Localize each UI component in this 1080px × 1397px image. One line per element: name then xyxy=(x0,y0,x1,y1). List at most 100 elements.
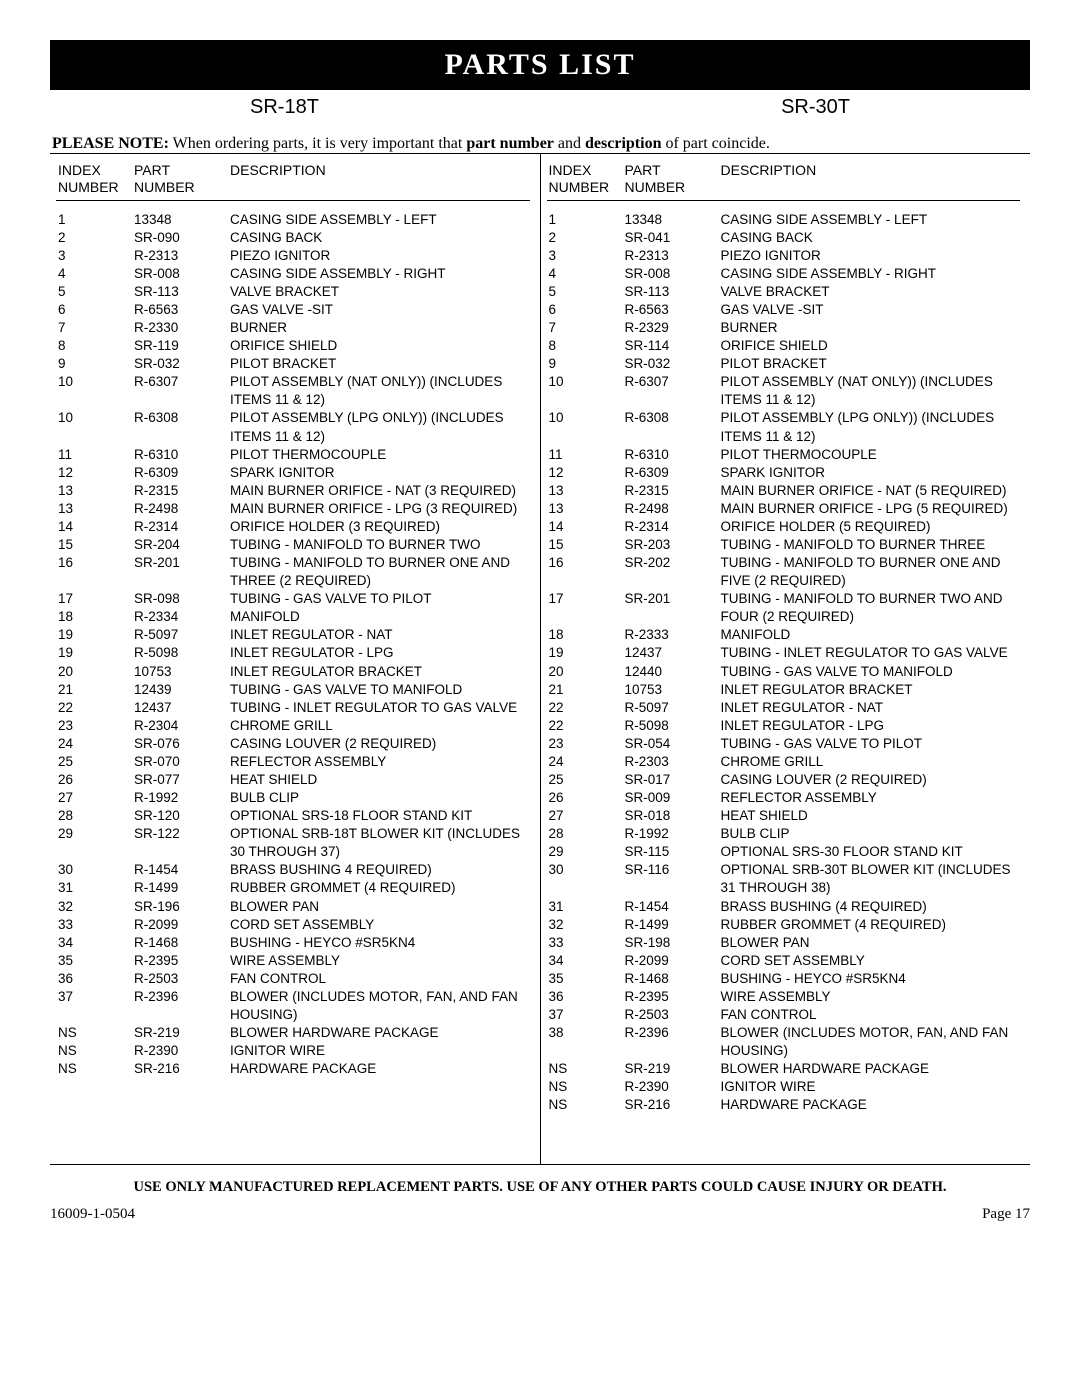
cell-part: 13348 xyxy=(132,211,228,229)
cell-part: SR-041 xyxy=(623,229,719,247)
table-row: 8SR-114ORIFICE SHIELD xyxy=(547,337,1021,355)
table-row: 8SR-119ORIFICE SHIELD xyxy=(56,337,530,355)
cell-part: R-6310 xyxy=(132,446,228,464)
cell-index: 33 xyxy=(56,916,132,934)
cell-part: R-1499 xyxy=(132,879,228,897)
cell-index: 30 xyxy=(56,861,132,879)
cell-index: 31 xyxy=(547,898,623,916)
table-row: 26SR-009REFLECTOR ASSEMBLY xyxy=(547,789,1021,807)
table-row: 34R-2099CORD SET ASSEMBLY xyxy=(547,952,1021,970)
table-row: 37R-2396BLOWER (INCLUDES MOTOR, FAN, AND… xyxy=(56,988,530,1024)
table-row: 11R-6310PILOT THERMOCOUPLE xyxy=(547,446,1021,464)
cell-part: R-5097 xyxy=(623,699,719,717)
table-row: 27R-1992BULB CLIP xyxy=(56,789,530,807)
cell-part: R-6310 xyxy=(623,446,719,464)
table-row: 10R-6308PILOT ASSEMBLY (LPG ONLY)) (INCL… xyxy=(547,409,1021,445)
cell-index: NS xyxy=(56,1042,132,1060)
cell-desc: PILOT ASSEMBLY (NAT ONLY)) (INCLUDES ITE… xyxy=(228,373,530,409)
cell-desc: CHROME GRILL xyxy=(228,717,530,735)
cell-index: 34 xyxy=(547,952,623,970)
cell-part: R-2396 xyxy=(623,1024,719,1060)
cell-part: R-2329 xyxy=(623,319,719,337)
cell-index: 8 xyxy=(56,337,132,355)
cell-index: 33 xyxy=(547,934,623,952)
cell-part: R-1454 xyxy=(132,861,228,879)
cell-part: SR-203 xyxy=(623,536,719,554)
table-row: 2212437TUBING - INLET REGULATOR TO GAS V… xyxy=(56,699,530,717)
cell-part: SR-113 xyxy=(132,283,228,301)
cell-desc: CASING SIDE ASSEMBLY - LEFT xyxy=(719,211,1021,229)
cell-index: 3 xyxy=(547,247,623,265)
cell-index: 22 xyxy=(547,699,623,717)
cell-part: R-2313 xyxy=(623,247,719,265)
cell-part: SR-114 xyxy=(623,337,719,355)
table-row: 9SR-032PILOT BRACKET xyxy=(547,355,1021,373)
cell-part: R-2314 xyxy=(623,518,719,536)
table-row: 9SR-032PILOT BRACKET xyxy=(56,355,530,373)
cell-desc: TUBING - MANIFOLD TO BURNER TWO xyxy=(228,536,530,554)
cell-index: 2 xyxy=(56,229,132,247)
cell-part: R-2099 xyxy=(623,952,719,970)
cell-desc: WIRE ASSEMBLY xyxy=(228,952,530,970)
cell-index: 21 xyxy=(56,681,132,699)
cell-desc: MAIN BURNER ORIFICE - LPG (5 REQUIRED) xyxy=(719,500,1021,518)
cell-index: NS xyxy=(56,1060,132,1078)
cell-part: R-1468 xyxy=(623,970,719,988)
cell-part: R-2330 xyxy=(132,319,228,337)
cell-desc: BUSHING - HEYCO #SR5KN4 xyxy=(719,970,1021,988)
cell-index: 1 xyxy=(56,211,132,229)
cell-part: R-6309 xyxy=(623,464,719,482)
cell-part: SR-122 xyxy=(132,825,228,861)
cell-index: 13 xyxy=(56,500,132,518)
cell-part: R-2333 xyxy=(623,626,719,644)
cell-part: 10753 xyxy=(132,663,228,681)
table-row: 11R-6310PILOT THERMOCOUPLE xyxy=(56,446,530,464)
table-row: 19R-5097INLET REGULATOR - NAT xyxy=(56,626,530,644)
table-row: 4SR-008CASING SIDE ASSEMBLY - RIGHT xyxy=(547,265,1021,283)
cell-desc: PILOT THERMOCOUPLE xyxy=(719,446,1021,464)
table-row: 2112439TUBING - GAS VALVE TO MANIFOLD xyxy=(56,681,530,699)
cell-index: 28 xyxy=(56,807,132,825)
cell-index: 12 xyxy=(56,464,132,482)
cell-part: R-2315 xyxy=(132,482,228,500)
cell-desc: OPTIONAL SRB-30T BLOWER KIT (INCLUDES 31… xyxy=(719,861,1021,897)
table-row: 19R-5098INLET REGULATOR - LPG xyxy=(56,644,530,662)
cell-desc: MAIN BURNER ORIFICE - NAT (5 REQUIRED) xyxy=(719,482,1021,500)
cell-index: 27 xyxy=(56,789,132,807)
cell-index: 2 xyxy=(547,229,623,247)
cell-desc: BURNER xyxy=(719,319,1021,337)
table-row: 113348CASING SIDE ASSEMBLY - LEFT xyxy=(547,211,1021,229)
cell-part: SR-054 xyxy=(623,735,719,753)
cell-part: SR-219 xyxy=(132,1024,228,1042)
table-row: 30SR-116OPTIONAL SRB-30T BLOWER KIT (INC… xyxy=(547,861,1021,897)
cell-index: 36 xyxy=(547,988,623,1006)
cell-desc: HARDWARE PACKAGE xyxy=(719,1096,1021,1114)
table-row: 34R-1468BUSHING - HEYCO #SR5KN4 xyxy=(56,934,530,952)
cell-desc: INLET REGULATOR BRACKET xyxy=(719,681,1021,699)
table-row: 17SR-201TUBING - MANIFOLD TO BURNER TWO … xyxy=(547,590,1021,626)
cell-desc: PILOT THERMOCOUPLE xyxy=(228,446,530,464)
cell-index: 21 xyxy=(547,681,623,699)
cell-index: 18 xyxy=(56,608,132,626)
table-row: 2110753INLET REGULATOR BRACKET xyxy=(547,681,1021,699)
cell-part: SR-009 xyxy=(623,789,719,807)
cell-index: 18 xyxy=(547,626,623,644)
cell-part: SR-032 xyxy=(132,355,228,373)
table-row: 23SR-054TUBING - GAS VALVE TO PILOT xyxy=(547,735,1021,753)
cell-part: R-2099 xyxy=(132,916,228,934)
cell-part: R-1468 xyxy=(132,934,228,952)
cell-desc: INLET REGULATOR - LPG xyxy=(228,644,530,662)
table-row: 27SR-018HEAT SHIELD xyxy=(547,807,1021,825)
cell-desc: GAS VALVE -SIT xyxy=(719,301,1021,319)
cell-desc: BLOWER HARDWARE PACKAGE xyxy=(228,1024,530,1042)
table-row: 6R-6563GAS VALVE -SIT xyxy=(56,301,530,319)
cell-index: 26 xyxy=(56,771,132,789)
table-row: 22R-5098INLET REGULATOR - LPG xyxy=(547,717,1021,735)
cell-part: R-2334 xyxy=(132,608,228,626)
table-row: 32R-1499RUBBER GROMMET (4 REQUIRED) xyxy=(547,916,1021,934)
cell-part: R-1992 xyxy=(623,825,719,843)
cell-index: 22 xyxy=(547,717,623,735)
cell-part: SR-201 xyxy=(132,554,228,590)
cell-part: SR-115 xyxy=(623,843,719,861)
left-header: INDEXNUMBER PARTNUMBER DESCRIPTION xyxy=(56,160,530,201)
